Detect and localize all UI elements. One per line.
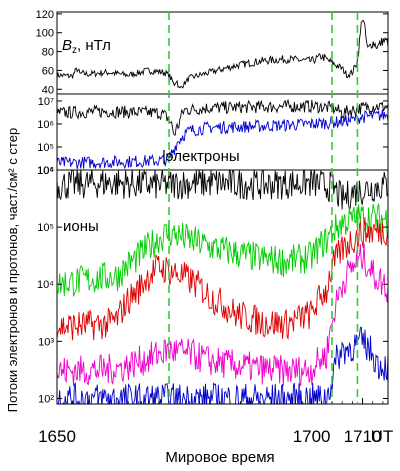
axis-ticks: 40 60 80 100 120 10⁴ 10⁵ 10⁶ 10⁷ 10² 10³ 10⁴ 10⁵ 10⁶ 1…	[36, 9, 394, 446]
ytick-label-top: 80	[42, 47, 54, 59]
xtick-label: 1700	[293, 427, 331, 446]
ytick-label-bottom: 10⁵	[37, 222, 54, 234]
ytick-label-bottom: 10⁴	[37, 279, 54, 291]
xtick-label: 1650	[38, 427, 76, 446]
x-axis-label: Мировое время	[165, 449, 274, 466]
top-panel-plot	[57, 19, 388, 89]
event-markers	[168, 12, 359, 404]
electrons-annotation: |электроны	[162, 148, 240, 165]
ytick-label-bottom: 10²	[38, 393, 54, 405]
xtick-unit-label: UT	[371, 427, 394, 446]
ytick-label-top: 60	[42, 65, 54, 77]
series-line-bottom-3	[57, 243, 388, 388]
series-line-bottom-0	[57, 170, 388, 212]
ions-annotation: ионы	[63, 218, 99, 235]
ytick-label-top: 120	[36, 9, 54, 21]
bottom-panel-plot	[57, 170, 388, 404]
ytick-label-middle: 10⁵	[37, 142, 54, 154]
top-panel-label: Bz, нТл	[62, 37, 111, 56]
ytick-label-middle: 10⁶	[37, 119, 54, 131]
ytick-label-bottom: 10³	[38, 336, 54, 348]
series-line-top-0	[57, 19, 388, 89]
xtick-label: 1710	[344, 427, 382, 446]
ytick-label-middle: 10⁷	[38, 96, 54, 108]
ytick-label-middle: 10⁴	[37, 165, 54, 177]
y-axis-label: Потоки электронов и протонов, част./см² …	[5, 128, 20, 412]
ytick-label-top: 100	[36, 28, 54, 40]
ytick-label-top: 40	[42, 84, 54, 96]
ytick-label-bottom: 10⁶	[37, 165, 54, 177]
